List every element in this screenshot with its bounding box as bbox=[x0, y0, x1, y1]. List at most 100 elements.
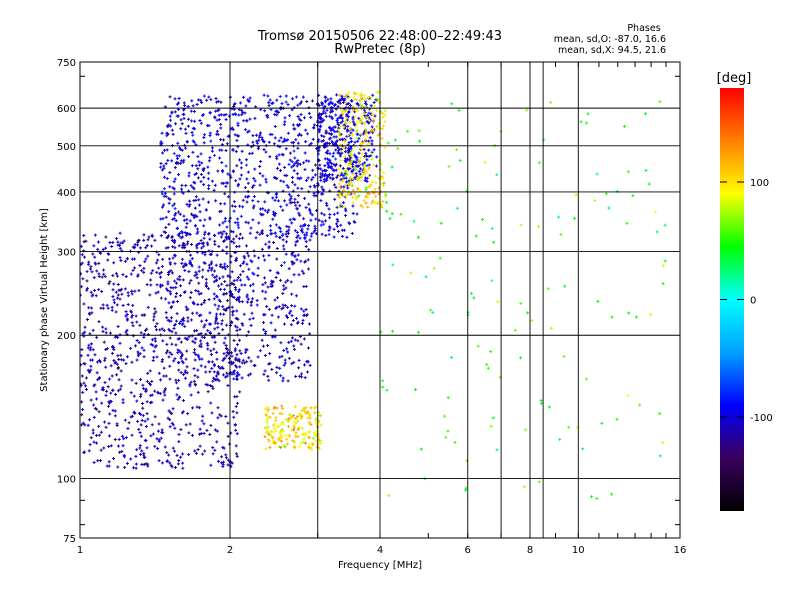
data-point bbox=[260, 213, 264, 217]
data-point bbox=[264, 407, 268, 411]
data-point bbox=[213, 340, 217, 344]
data-point bbox=[134, 466, 138, 470]
data-point bbox=[189, 380, 193, 384]
data-point bbox=[348, 164, 352, 168]
data-point bbox=[83, 384, 87, 388]
data-point bbox=[225, 264, 229, 268]
data-point bbox=[240, 149, 244, 153]
data-point bbox=[369, 104, 373, 108]
data-point bbox=[160, 428, 164, 432]
data-point bbox=[292, 127, 296, 131]
data-point bbox=[658, 100, 662, 104]
data-point bbox=[223, 375, 227, 379]
data-point bbox=[351, 201, 355, 205]
data-point bbox=[300, 426, 304, 430]
data-point bbox=[98, 459, 102, 463]
data-point bbox=[305, 231, 309, 235]
data-point bbox=[281, 208, 285, 212]
data-point bbox=[417, 129, 421, 133]
data-point bbox=[208, 384, 212, 388]
data-point bbox=[206, 243, 210, 247]
data-point bbox=[351, 204, 355, 208]
data-point bbox=[245, 118, 249, 122]
data-point bbox=[244, 163, 248, 167]
data-point bbox=[222, 113, 226, 117]
data-point bbox=[297, 117, 301, 121]
data-point bbox=[299, 416, 303, 420]
data-point bbox=[284, 286, 288, 290]
data-point bbox=[208, 237, 212, 241]
data-point bbox=[152, 312, 156, 316]
data-point bbox=[267, 432, 271, 436]
data-point bbox=[187, 335, 191, 339]
data-point bbox=[178, 274, 182, 278]
data-point bbox=[274, 109, 278, 113]
data-point bbox=[211, 387, 215, 391]
data-point bbox=[243, 111, 247, 115]
data-point bbox=[280, 407, 284, 411]
data-point bbox=[224, 184, 228, 188]
data-point bbox=[130, 414, 134, 418]
data-point bbox=[296, 234, 300, 238]
data-point bbox=[367, 139, 371, 143]
data-point bbox=[116, 243, 120, 247]
data-point bbox=[324, 151, 328, 155]
data-point bbox=[188, 296, 192, 300]
data-point bbox=[166, 282, 170, 286]
data-point bbox=[348, 107, 352, 111]
data-point bbox=[235, 377, 239, 381]
data-point bbox=[354, 98, 358, 102]
data-point bbox=[177, 378, 181, 382]
data-point bbox=[221, 328, 225, 332]
data-point bbox=[355, 136, 359, 140]
data-point bbox=[193, 213, 197, 217]
data-point bbox=[95, 371, 99, 375]
data-point bbox=[596, 299, 600, 303]
data-point bbox=[108, 241, 112, 245]
data-point bbox=[293, 338, 297, 342]
data-point bbox=[375, 91, 379, 95]
data-point bbox=[369, 201, 373, 205]
data-point bbox=[300, 269, 304, 273]
data-point bbox=[351, 172, 355, 176]
data-point bbox=[188, 281, 192, 285]
data-point bbox=[96, 240, 100, 244]
data-point bbox=[590, 495, 594, 499]
data-point bbox=[81, 390, 85, 394]
data-point bbox=[81, 277, 85, 281]
data-point bbox=[328, 225, 332, 229]
data-point bbox=[177, 244, 181, 248]
data-point bbox=[269, 434, 273, 438]
data-point bbox=[232, 296, 236, 300]
data-point bbox=[115, 274, 119, 278]
data-point bbox=[222, 230, 226, 234]
data-point bbox=[199, 342, 203, 346]
data-point bbox=[290, 108, 294, 112]
data-point bbox=[112, 261, 116, 265]
data-point bbox=[138, 323, 142, 327]
data-point bbox=[292, 149, 296, 153]
data-point bbox=[202, 325, 206, 329]
stats-x-mode: mean, sd,X: 94.5, 21.6 bbox=[558, 45, 666, 56]
data-point bbox=[576, 425, 580, 429]
data-point bbox=[295, 258, 299, 262]
data-point bbox=[220, 455, 224, 459]
data-point bbox=[171, 217, 175, 221]
data-point bbox=[154, 325, 158, 329]
data-point bbox=[166, 246, 170, 250]
data-point bbox=[489, 424, 493, 428]
data-point bbox=[298, 213, 302, 217]
data-point bbox=[309, 406, 313, 410]
data-point bbox=[140, 346, 144, 350]
data-point bbox=[104, 331, 108, 335]
data-point bbox=[120, 292, 124, 296]
data-point bbox=[226, 458, 230, 462]
data-point bbox=[130, 433, 134, 437]
data-point bbox=[102, 446, 106, 450]
data-point bbox=[233, 369, 237, 373]
data-point bbox=[262, 328, 266, 332]
data-point bbox=[146, 417, 150, 421]
data-point bbox=[156, 258, 160, 262]
data-point bbox=[111, 408, 115, 412]
data-point bbox=[92, 415, 96, 419]
